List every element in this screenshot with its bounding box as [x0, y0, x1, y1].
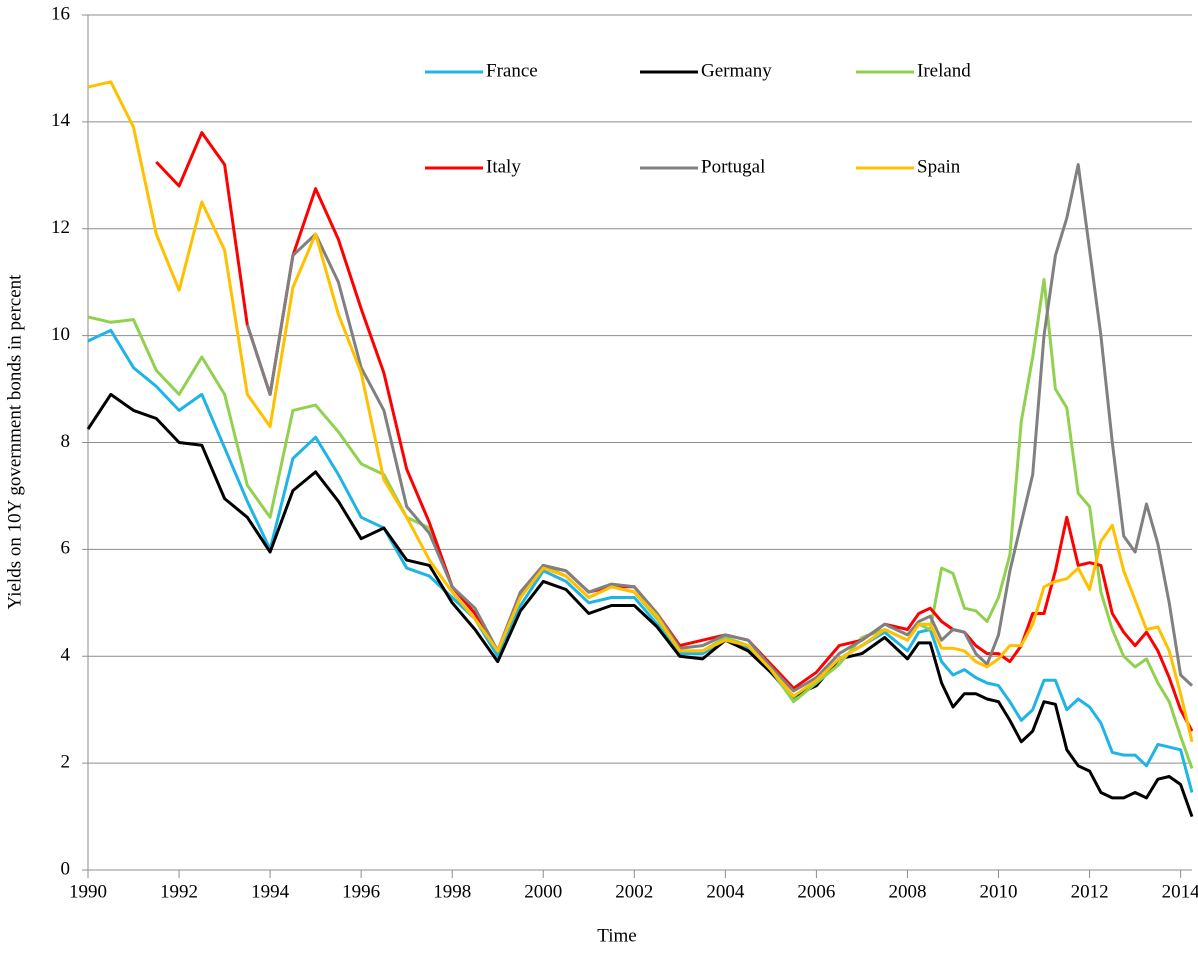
y-tick-label: 8 [61, 431, 71, 452]
series-line [87, 80, 1194, 743]
x-tick-label: 1996 [342, 881, 380, 902]
x-tick-label: 2014 [1162, 881, 1198, 902]
y-tick-label: 16 [51, 3, 70, 24]
x-axis-label: Time [597, 925, 636, 946]
legend-label: Italy [486, 156, 521, 177]
y-tick-label: 10 [51, 324, 70, 345]
x-tick-label: 2006 [797, 881, 835, 902]
y-tick-label: 12 [51, 217, 70, 238]
legend-label: Germany [701, 60, 772, 81]
x-tick-label: 2000 [524, 881, 562, 902]
y-tick-label: 6 [61, 538, 71, 559]
x-tick-label: 1990 [69, 881, 107, 902]
y-axis-label: Yields on 10Y government bonds in percen… [4, 274, 25, 610]
x-tick-label: 1994 [251, 881, 290, 902]
legend-label: Spain [917, 156, 961, 177]
y-tick-label: 2 [61, 751, 71, 772]
x-tick-label: 2002 [615, 881, 653, 902]
x-tick-label: 1998 [433, 881, 471, 902]
x-tick-label: 2008 [888, 881, 926, 902]
x-tick-label: 2010 [980, 881, 1018, 902]
y-tick-label: 4 [61, 645, 71, 666]
y-tick-label: 0 [61, 858, 71, 879]
y-tick-label: 14 [51, 110, 71, 131]
series-line [245, 163, 1194, 693]
x-tick-label: 1992 [160, 881, 198, 902]
series-line [155, 131, 1194, 732]
series-line [87, 278, 1194, 770]
legend-label: Portugal [701, 156, 765, 177]
x-tick-label: 2012 [1071, 881, 1109, 902]
legend-label: Ireland [917, 60, 971, 81]
legend-label: France [486, 60, 538, 81]
x-tick-label: 2004 [706, 881, 745, 902]
